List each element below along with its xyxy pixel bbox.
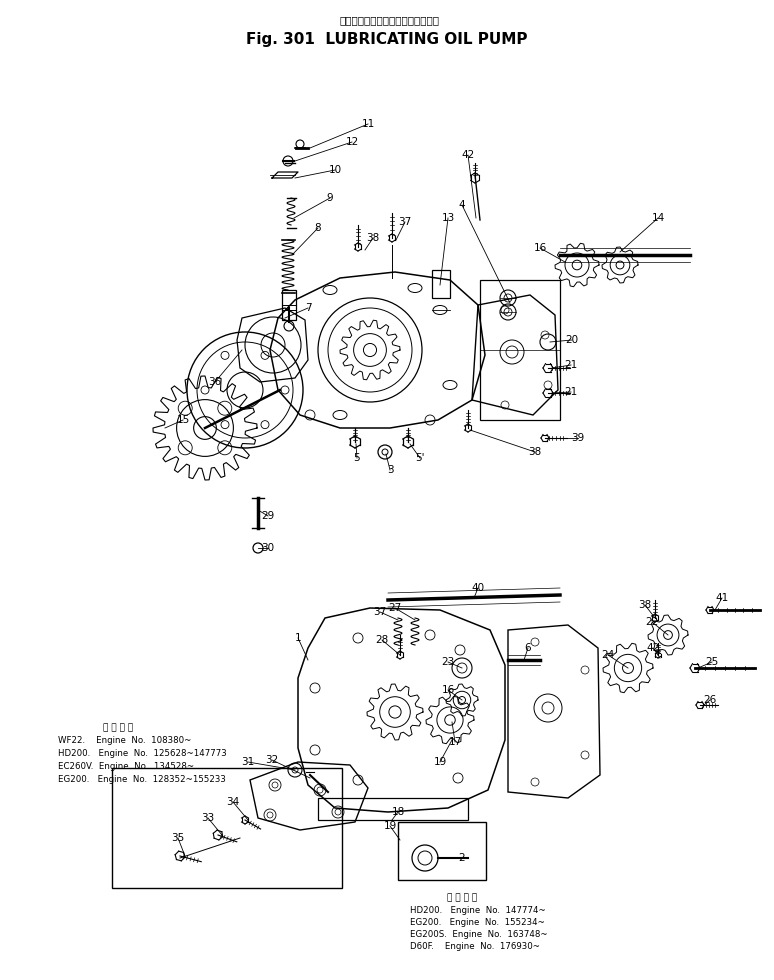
Text: 13: 13 [441, 213, 454, 223]
Text: 33: 33 [201, 813, 214, 823]
Text: HD200.   Engine  No.  125628~147773: HD200. Engine No. 125628~147773 [58, 749, 227, 758]
Text: 25: 25 [705, 657, 718, 667]
Text: 8: 8 [315, 223, 321, 233]
Text: 37: 37 [373, 607, 387, 617]
Text: EC260V.  Engine  No.  134528~: EC260V. Engine No. 134528~ [58, 762, 194, 771]
Text: 7: 7 [305, 303, 311, 313]
Text: 適 用 号 機: 適 用 号 機 [103, 723, 133, 732]
Text: 30: 30 [262, 543, 275, 553]
Text: 10: 10 [328, 165, 341, 175]
Text: 35: 35 [171, 833, 185, 843]
Text: Fig. 301  LUBRICATING OIL PUMP: Fig. 301 LUBRICATING OIL PUMP [246, 32, 528, 47]
Text: 2: 2 [459, 853, 465, 863]
Text: 適 用 号 機: 適 用 号 機 [447, 893, 477, 902]
Text: 42: 42 [461, 150, 474, 160]
Text: 12: 12 [345, 137, 358, 147]
Text: 36: 36 [208, 377, 221, 387]
Text: 27: 27 [389, 603, 402, 613]
Text: 40: 40 [471, 583, 485, 593]
Text: 19: 19 [383, 821, 396, 831]
Bar [318, 798, 468, 820]
Text: 14: 14 [652, 213, 665, 223]
Text: 38: 38 [639, 600, 652, 610]
Text: 5: 5 [354, 453, 361, 463]
Text: EG200.   Engine  No.  155234~: EG200. Engine No. 155234~ [410, 918, 545, 927]
Text: 1: 1 [295, 633, 301, 643]
Text: 32: 32 [265, 755, 279, 765]
Text: 28: 28 [375, 635, 389, 645]
Text: 31: 31 [241, 757, 255, 767]
Text: 21: 21 [564, 387, 577, 397]
Text: ルーブリケーティングオイルポンプ: ルーブリケーティングオイルポンプ [340, 15, 440, 25]
Text: 16: 16 [441, 685, 454, 695]
Text: 9: 9 [327, 193, 334, 203]
Text: 38: 38 [366, 233, 379, 243]
Text: 6: 6 [525, 643, 531, 653]
Text: 37: 37 [399, 217, 412, 227]
Text: 20: 20 [566, 335, 578, 345]
Text: 16: 16 [533, 243, 546, 253]
Text: 23: 23 [441, 657, 454, 667]
Text: 4: 4 [459, 200, 465, 210]
Text: 11: 11 [361, 119, 375, 129]
Text: 5': 5' [415, 453, 425, 463]
Text: WF22.    Engine  No.  108380~: WF22. Engine No. 108380~ [58, 736, 191, 745]
Text: 19: 19 [433, 757, 447, 767]
Text: D60F.    Engine  No.  176930~: D60F. Engine No. 176930~ [410, 942, 540, 951]
Text: 22: 22 [646, 617, 659, 627]
Bar [398, 822, 486, 880]
Bar [432, 270, 450, 298]
Text: 41: 41 [715, 593, 728, 603]
Text: 18: 18 [392, 807, 405, 817]
Text: 21: 21 [564, 360, 577, 370]
Bar [282, 290, 296, 320]
Text: 29: 29 [262, 511, 275, 521]
Text: HD200.   Engine  No.  147774~: HD200. Engine No. 147774~ [410, 906, 546, 915]
Text: 34: 34 [226, 797, 240, 807]
Text: 38: 38 [529, 447, 542, 457]
Text: 42: 42 [646, 643, 659, 653]
Text: 3: 3 [387, 465, 393, 475]
Text: 15: 15 [176, 415, 190, 425]
Bar [480, 280, 560, 420]
Text: 24: 24 [601, 650, 615, 660]
Text: 39: 39 [571, 433, 584, 443]
Text: EG200S.  Engine  No.  163748~: EG200S. Engine No. 163748~ [410, 930, 548, 939]
Text: 17: 17 [448, 737, 461, 747]
Text: 26: 26 [704, 695, 717, 705]
Text: EG200.   Engine  No.  128352~155233: EG200. Engine No. 128352~155233 [58, 775, 226, 784]
Bar [112, 768, 342, 888]
